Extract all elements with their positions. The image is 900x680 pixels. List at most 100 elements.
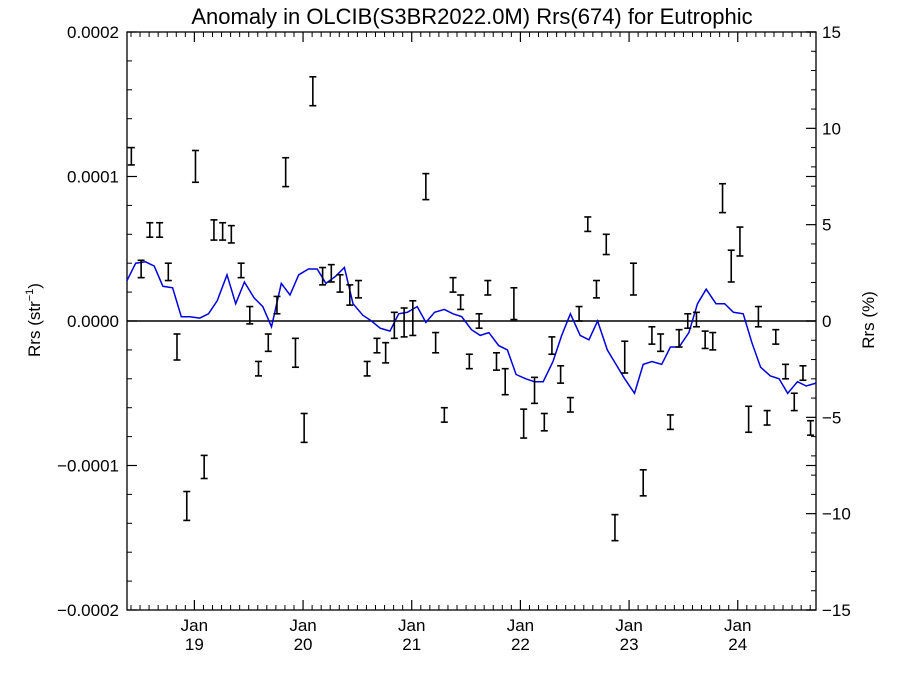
anomaly-errorbar (719, 182, 727, 214)
anomaly-errorbar (745, 405, 753, 434)
y-left-tick-label: 0.0000 (67, 312, 119, 331)
anomaly-errorbar (727, 249, 735, 283)
y-left-tick-label: −0.0001 (57, 457, 119, 476)
anomaly-errorbar (763, 409, 771, 426)
anomaly-errorbar (657, 333, 665, 353)
anomaly-errorbar (457, 294, 465, 311)
anomaly-errorbar (648, 325, 656, 345)
y-axis-left-label-superscript: −1 (24, 289, 36, 302)
anomaly-errorbar (390, 311, 398, 340)
y-right-tick-label: 15 (822, 23, 841, 42)
anomaly-errorbar (173, 333, 181, 361)
anomaly-errorbar (709, 331, 717, 351)
anomaly-errorbar (548, 336, 556, 356)
anomaly-errorbar (772, 328, 780, 345)
anomaly-errorbar (156, 221, 164, 238)
running-mean-group (126, 261, 817, 396)
anomaly-errorbar (137, 259, 145, 279)
chart-title: Anomaly in OLCIB(S3BR2022.0M) Rrs(674) f… (191, 4, 752, 29)
anomaly-errorbar (666, 414, 674, 431)
anomaly-errorbar (282, 156, 290, 188)
x-tick-label-month: Jan (289, 616, 316, 635)
running-mean-line (126, 261, 817, 396)
anomaly-errorbar (300, 412, 308, 444)
anomaly-errorbar (319, 266, 327, 286)
x-tick-label-year: 21 (402, 635, 421, 654)
y-right-tick-label: −15 (822, 601, 851, 620)
anomaly-errorbar (309, 75, 317, 107)
x-tick-label-month: Jan (181, 616, 208, 635)
anomaly-errorbar (440, 406, 448, 423)
x-tick-label-year: 24 (728, 635, 747, 654)
anomaly-errorbar (146, 221, 154, 238)
anomaly-errorbar (200, 454, 208, 480)
anomaly-errorbar (790, 392, 798, 412)
anomaly-errorbar (701, 330, 709, 350)
anomaly-errorbar (684, 312, 692, 330)
anomaly-errorbar (336, 273, 344, 293)
anomaly-errorbar (409, 299, 417, 337)
anomaly-errorbar (264, 333, 272, 353)
anomaly-errorbar (807, 419, 815, 436)
axes-group: 0.0002 0.0001 0.0000 −0.0001 −0.0002 15 10 5 0 −5… (57, 23, 851, 654)
anomaly-errorbar (611, 513, 619, 542)
anomaly-errorbar (592, 279, 600, 299)
x-tick-label-month: Jan (724, 616, 751, 635)
x-tick-label-year: 20 (294, 635, 313, 654)
anomaly-errorbar (754, 305, 762, 328)
anomaly-errorbar (400, 307, 408, 338)
anomaly-errorbar (584, 216, 592, 233)
anomaly-errorbar (273, 295, 281, 315)
anomaly-errorbar (639, 469, 647, 497)
y-axis-left-label: Rrs (str−1) (24, 283, 44, 357)
anomaly-errorbar (520, 408, 528, 439)
y-left-tick-label: −0.0002 (57, 601, 119, 620)
anomaly-errorbar (449, 276, 457, 293)
anomaly-errorbar (363, 360, 371, 377)
anomaly-errorbar (736, 226, 744, 257)
anomaly-errorbar (346, 284, 354, 306)
anomaly-errorbar (566, 396, 574, 413)
anomaly-errorbar (183, 490, 191, 522)
anomaly-errorbar (557, 364, 565, 384)
x-tick-label-year: 19 (185, 635, 204, 654)
y-axis-right-label: Rrs (%) (859, 291, 878, 349)
anomaly-errorbar (227, 224, 235, 244)
anomaly-errorbar (510, 286, 518, 321)
anomaly-errorbar (692, 311, 700, 328)
x-tick-label-year: 22 (511, 635, 530, 654)
y-right-tick-label: −5 (822, 408, 841, 427)
anomaly-errorbar (254, 360, 262, 377)
anomaly-errorbar (422, 172, 430, 201)
x-tick-label-month: Jan (398, 616, 425, 635)
anomaly-errorbar (575, 305, 583, 322)
anomaly-errorbar (675, 328, 683, 348)
anomaly-errorbar (127, 146, 135, 166)
anomaly-errorbar (237, 262, 245, 279)
anomaly-errorbar (191, 149, 199, 184)
anomaly-errorbar (373, 337, 381, 354)
anomaly-errorbar (432, 331, 440, 354)
y-right-tick-label: 10 (822, 119, 841, 138)
y-axis-left-label-close: ) (25, 283, 44, 289)
anomaly-errorbar (327, 263, 335, 283)
y-left-tick-label: 0.0001 (67, 168, 119, 187)
anomaly-errorbar (602, 233, 610, 256)
anomaly-errorbar (492, 351, 500, 371)
monthly-anomaly-group (127, 75, 815, 542)
anomaly-errorbar (782, 363, 790, 380)
y-left-tick-label: 0.0002 (67, 23, 119, 42)
x-tick-label-month: Jan (615, 616, 642, 635)
y-right-tick-label: −10 (822, 505, 851, 524)
anomaly-errorbar (540, 412, 548, 432)
anomaly-errorbar (799, 364, 807, 382)
anomaly-errorbar (475, 312, 483, 330)
anomaly-errorbar (531, 376, 539, 405)
anomaly-errorbar (246, 305, 254, 325)
anomaly-errorbar (354, 279, 362, 299)
anomaly-errorbar (164, 262, 172, 282)
anomaly-errorbar (621, 340, 629, 374)
anomaly-errorbar (382, 341, 390, 364)
